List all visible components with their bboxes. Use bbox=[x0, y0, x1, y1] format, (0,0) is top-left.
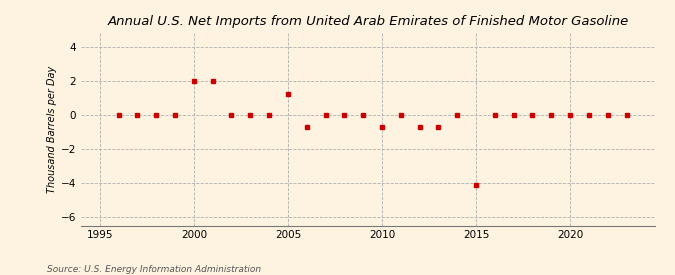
Title: Annual U.S. Net Imports from United Arab Emirates of Finished Motor Gasoline: Annual U.S. Net Imports from United Arab… bbox=[107, 15, 628, 28]
Y-axis label: Thousand Barrels per Day: Thousand Barrels per Day bbox=[47, 66, 57, 193]
Text: Source: U.S. Energy Information Administration: Source: U.S. Energy Information Administ… bbox=[47, 265, 261, 274]
